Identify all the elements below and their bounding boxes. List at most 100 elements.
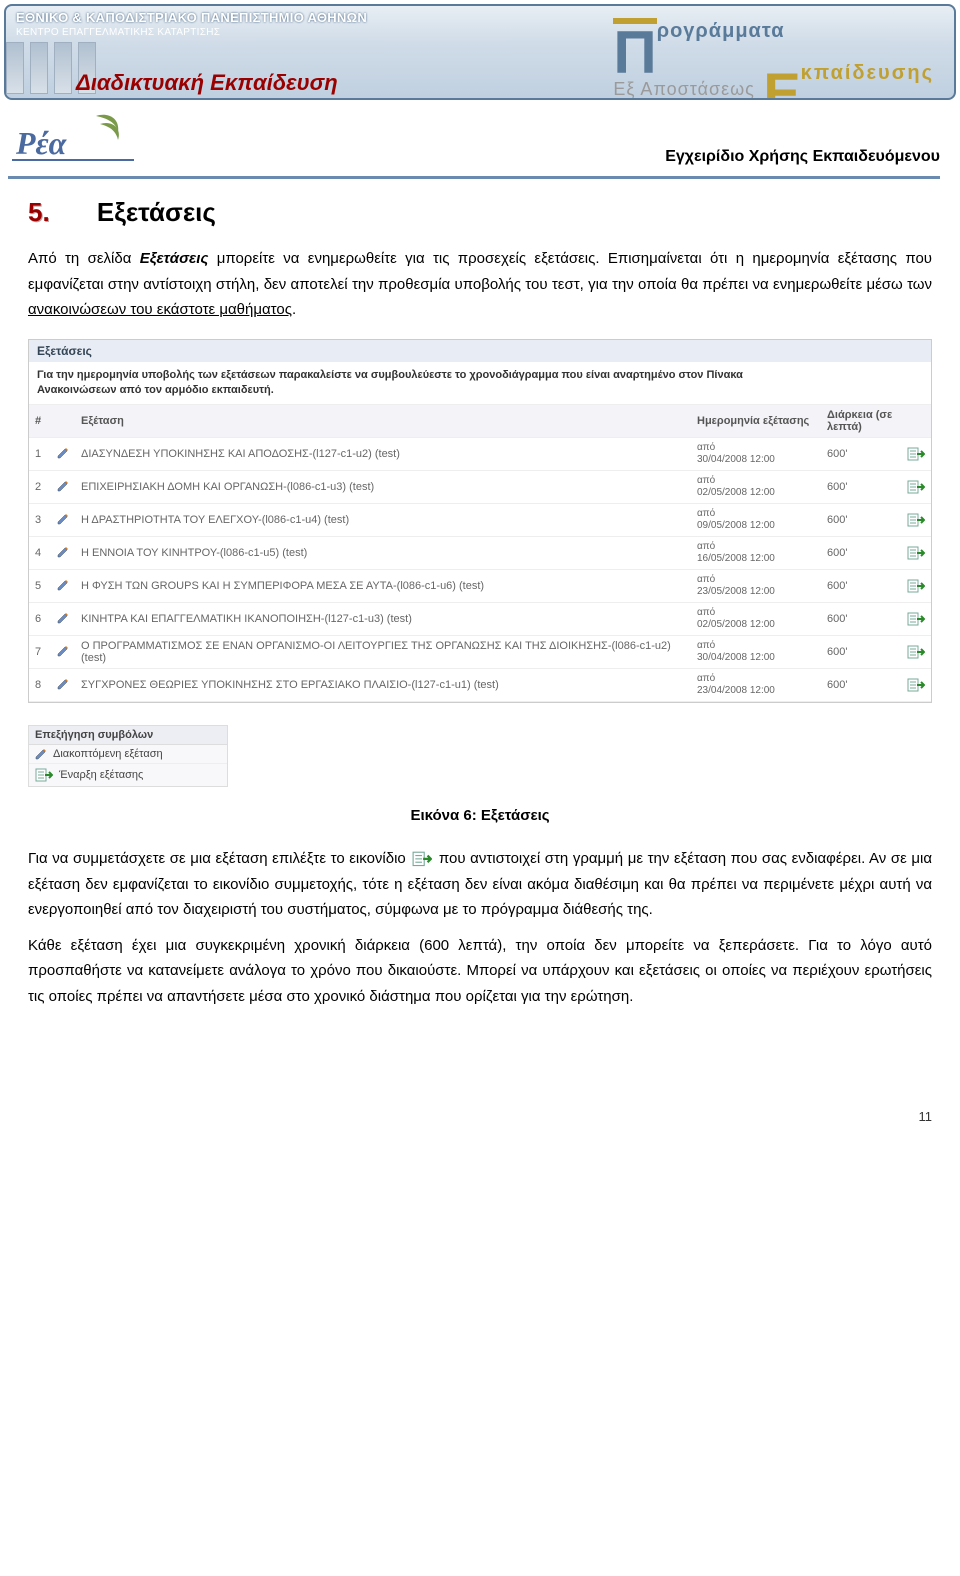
- start-exam-icon[interactable]: [901, 636, 931, 669]
- table-row: 2 ΕΠΙΧΕΙΡΗΣΙΑΚΗ ΔΟΜΗ ΚΑΙ ΟΡΓΑΝΩΣΗ-(l086-c…: [29, 471, 931, 504]
- desc-line1: Για την ημερομηνία υποβολής των εξετάσεω…: [37, 369, 743, 381]
- manual-title: Εγχειρίδιο Χρήσης Εκπαιδευόμενου: [665, 148, 940, 166]
- exam-name[interactable]: Ο ΠΡΟΓΡΑΜΜΑΤΙΣΜΟΣ ΣΕ ΕΝΑΝ ΟΡΓΑΝΙΣΜΟ-ΟΙ Λ…: [75, 636, 691, 669]
- p1-under: ανακοινώσεων του εκάστοτε μαθήματος: [28, 301, 292, 318]
- exams-table: # Εξέταση Ημερομηνία εξέτασης Διάρκεια (…: [29, 404, 931, 702]
- start-exam-icon: [412, 850, 432, 868]
- paragraph-1: Από τη σελίδα Εξετάσεις μπορείτε να ενημ…: [28, 246, 932, 323]
- exam-name[interactable]: ΔΙΑΣΥΝΔΕΣΗ ΥΠΟΚΙΝΗΣΗΣ ΚΑΙ ΑΠΟΔΟΣΗΣ-(l127…: [75, 438, 691, 471]
- university-name: ΕΘΝΙΚΟ & ΚΑΠΟΔΙΣΤΡΙΑΚΟ ΠΑΝΕΠΙΣΤΗΜΙΟ ΑΘΗΝ…: [16, 10, 367, 25]
- programmata-word: ρογράμματα: [657, 20, 785, 42]
- exam-date: από02/05/2008 12:00: [691, 471, 821, 504]
- legend-start: Έναρξη εξέτασης: [29, 764, 227, 786]
- exams-screenshot: Εξετάσεις Για την ημερομηνία υποβολής τω…: [28, 339, 932, 704]
- exam-date: από30/04/2008 12:00: [691, 438, 821, 471]
- page-number: 11: [0, 1109, 960, 1136]
- table-row: 3 Η ΔΡΑΣΤΗΡΙΟΤΗΤΑ ΤΟΥ ΕΛΕΓΧΟΥ-(l086-c1-u4…: [29, 504, 931, 537]
- start-exam-icon[interactable]: [901, 537, 931, 570]
- ex-apostaseos: Εξ Αποστάσεως: [613, 79, 755, 99]
- panel-title: Εξετάσεις: [29, 340, 931, 362]
- center-name: ΚΕΝΤΡΟ ΕΠΑΓΓΕΛΜΑΤΙΚΗΣ ΚΑΤΑΡΤΙΣΗΣ: [16, 27, 367, 38]
- row-number: 6: [29, 603, 51, 636]
- big-e-letter: Ε: [763, 68, 800, 100]
- row-number: 3: [29, 504, 51, 537]
- pencil-icon[interactable]: [51, 537, 75, 570]
- exam-duration: 600': [821, 537, 901, 570]
- row-number: 4: [29, 537, 51, 570]
- exam-duration: 600': [821, 471, 901, 504]
- exam-date: από16/05/2008 12:00: [691, 537, 821, 570]
- pencil-icon[interactable]: [51, 603, 75, 636]
- table-row: 6 ΚΙΝΗΤΡΑ ΚΑΙ ΕΠΑΓΓΕΛΜΑΤΙΚΗ ΙΚΑΝΟΠΟΙΗΣΗ-(…: [29, 603, 931, 636]
- header-banner: ΕΘΝΙΚΟ & ΚΑΠΟΔΙΣΤΡΙΑΚΟ ΠΑΝΕΠΙΣΤΗΜΙΟ ΑΘΗΝ…: [4, 4, 956, 100]
- exam-duration: 600': [821, 603, 901, 636]
- pencil-icon[interactable]: [51, 471, 75, 504]
- col-icon: [51, 405, 75, 438]
- exam-name[interactable]: Η ΦΥΣΗ ΤΩΝ GROUPS ΚΑΙ Η ΣΥΜΠΕΡΙΦΟΡΑ ΜΕΣΑ…: [75, 570, 691, 603]
- exam-date: από09/05/2008 12:00: [691, 504, 821, 537]
- col-duration[interactable]: Διάρκεια (σε λεπτά): [821, 405, 901, 438]
- exam-name[interactable]: ΣΥΓΧΡΟΝΕΣ ΘΕΩΡΙΕΣ ΥΠΟΚΙΝΗΣΗΣ ΣΤΟ ΕΡΓΑΣΙΑ…: [75, 669, 691, 702]
- exam-date: από30/04/2008 12:00: [691, 636, 821, 669]
- start-exam-icon[interactable]: [901, 471, 931, 504]
- page-content: 5. Εξετάσεις Από τη σελίδα Εξετάσεις μπο…: [0, 197, 960, 1049]
- desc-line2: Ανακοινώσεων από τον αρμόδιο εκπαιδευτή.: [37, 384, 274, 396]
- edu-title: Διαδικτυακή Εκπαίδευση: [76, 70, 338, 96]
- row-number: 8: [29, 669, 51, 702]
- p2-pre: Για να συμμετάσχετε σε μια εξέταση επιλέ…: [28, 850, 410, 867]
- col-action: [901, 405, 931, 438]
- figure-caption: Εικόνα 6: Εξετάσεις: [28, 807, 932, 824]
- table-row: 7 Ο ΠΡΟΓΡΑΜΜΑΤΙΣΜΟΣ ΣΕ ΕΝΑΝ ΟΡΓΑΝΙΣΜΟ-ΟΙ …: [29, 636, 931, 669]
- legend-interrupted: Διακοπτόμενη εξέταση: [29, 745, 227, 764]
- exam-name[interactable]: Η ΕΝΝΟΙΑ ΤΟΥ ΚΙΝΗΤΡΟΥ-(l086-c1-u5) (test…: [75, 537, 691, 570]
- pencil-icon: [35, 748, 47, 760]
- table-row: 1 ΔΙΑΣΥΝΔΕΣΗ ΥΠΟΚΙΝΗΣΗΣ ΚΑΙ ΑΠΟΔΟΣΗΣ-(l12…: [29, 438, 931, 471]
- start-exam-icon[interactable]: [901, 669, 931, 702]
- start-exam-icon[interactable]: [901, 603, 931, 636]
- header-divider: [8, 176, 940, 179]
- logo-row: Ρέα Εγχειρίδιο Χρήσης Εκπαιδευόμενου: [0, 104, 960, 174]
- pencil-icon[interactable]: [51, 570, 75, 603]
- pencil-icon[interactable]: [51, 636, 75, 669]
- legend-interrupted-label: Διακοπτόμενη εξέταση: [53, 748, 163, 760]
- exam-name[interactable]: Η ΔΡΑΣΤΗΡΙΟΤΗΤΑ ΤΟΥ ΕΛΕΓΧΟΥ-(l086-c1-u4)…: [75, 504, 691, 537]
- table-row: 5 Η ΦΥΣΗ ΤΩΝ GROUPS ΚΑΙ Η ΣΥΜΠΕΡΙΦΟΡΑ ΜΕΣ…: [29, 570, 931, 603]
- banner-right: Προγράμματα Εξ Αποστάσεως Εκπαίδευσης: [613, 18, 934, 100]
- big-p-letter: Π: [613, 18, 656, 80]
- table-row: 8 ΣΥΓΧΡΟΝΕΣ ΘΕΩΡΙΕΣ ΥΠΟΚΙΝΗΣΗΣ ΣΤΟ ΕΡΓΑΣΙ…: [29, 669, 931, 702]
- legend-box: Επεξήγηση συμβόλων Διακοπτόμενη εξέταση …: [28, 725, 228, 787]
- start-exam-icon[interactable]: [901, 570, 931, 603]
- pencil-icon[interactable]: [51, 438, 75, 471]
- exam-duration: 600': [821, 570, 901, 603]
- svg-text:Ρέα: Ρέα: [15, 125, 68, 161]
- exam-name[interactable]: ΕΠΙΧΕΙΡΗΣΙΑΚΗ ΔΟΜΗ ΚΑΙ ΟΡΓΑΝΩΣΗ-(l086-c1…: [75, 471, 691, 504]
- paragraph-3: Κάθε εξέταση έχει μια συγκεκριμένη χρονι…: [28, 933, 932, 1010]
- row-number: 1: [29, 438, 51, 471]
- start-exam-icon[interactable]: [901, 504, 931, 537]
- section-heading: 5. Εξετάσεις: [28, 197, 932, 228]
- exam-duration: 600': [821, 636, 901, 669]
- row-number: 2: [29, 471, 51, 504]
- col-date[interactable]: Ημερομηνία εξέτασης: [691, 405, 821, 438]
- p1-pre: Από τη σελίδα: [28, 250, 140, 267]
- col-num[interactable]: #: [29, 405, 51, 438]
- section-title: Εξετάσεις: [97, 197, 216, 227]
- row-number: 5: [29, 570, 51, 603]
- col-name[interactable]: Εξέταση: [75, 405, 691, 438]
- panel-description: Για την ημερομηνία υποβολής των εξετάσεω…: [29, 362, 931, 405]
- exam-name[interactable]: ΚΙΝΗΤΡΑ ΚΑΙ ΕΠΑΓΓΕΛΜΑΤΙΚΗ ΙΚΑΝΟΠΟΙΗΣΗ-(l…: [75, 603, 691, 636]
- p1-ital: Εξετάσεις: [140, 250, 209, 267]
- row-number: 7: [29, 636, 51, 669]
- section-number: 5.: [28, 197, 50, 227]
- ekpaideysis-word: κπαίδευσης: [801, 62, 934, 84]
- pencil-icon[interactable]: [51, 669, 75, 702]
- exam-duration: 600': [821, 504, 901, 537]
- rea-logo: Ρέα: [8, 110, 138, 166]
- paragraph-2: Για να συμμετάσχετε σε μια εξέταση επιλέ…: [28, 846, 932, 923]
- exam-duration: 600': [821, 438, 901, 471]
- start-exam-icon[interactable]: [901, 438, 931, 471]
- legend-title: Επεξήγηση συμβόλων: [29, 726, 227, 745]
- exam-duration: 600': [821, 669, 901, 702]
- table-header-row: # Εξέταση Ημερομηνία εξέτασης Διάρκεια (…: [29, 405, 931, 438]
- pencil-icon[interactable]: [51, 504, 75, 537]
